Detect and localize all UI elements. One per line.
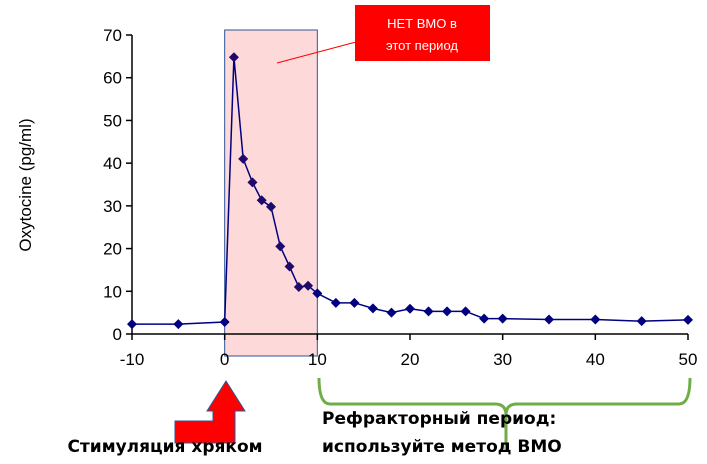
data-point (367, 303, 378, 314)
refractory-bracket (317, 377, 692, 450)
oxytocin-series-line (132, 57, 689, 325)
data-point (479, 313, 490, 324)
y-tick-label: 10 (103, 282, 122, 301)
callout-text-1: НЕТ ВМО в (387, 16, 457, 31)
data-point (460, 306, 471, 317)
stimulation-label: Стимуляция хряком (67, 437, 262, 457)
y-tick-label: 30 (103, 197, 122, 216)
data-point (284, 261, 295, 272)
x-tick-label: 0 (220, 350, 229, 369)
y-tick-label: 20 (103, 240, 122, 259)
x-tick-label: 50 (679, 350, 698, 369)
data-point (173, 319, 184, 330)
callout-text-2: этот период (386, 38, 458, 53)
data-point (238, 153, 249, 164)
callout-box (355, 5, 490, 61)
data-point (275, 241, 286, 252)
y-tick-label: 40 (103, 154, 122, 173)
y-axis-label: Oxytocine (pg/ml) (16, 118, 35, 251)
data-point (497, 313, 508, 324)
no-bmo-period-highlight (224, 29, 318, 357)
refractory-label-1: Рефракторный период: (322, 409, 556, 429)
y-tick-label: 0 (113, 325, 122, 344)
data-point (312, 288, 323, 299)
data-point (405, 303, 415, 314)
data-point (636, 316, 647, 327)
x-tick-label: 10 (308, 350, 327, 369)
y-tick-label: 70 (103, 26, 122, 45)
data-point (266, 201, 276, 212)
data-point (386, 307, 397, 318)
data-point (228, 52, 239, 63)
data-point (219, 317, 230, 328)
y-tick-label: 50 (103, 111, 122, 130)
data-point (303, 280, 314, 291)
data-point (127, 319, 137, 330)
bent-up-arrow-icon (174, 380, 246, 444)
y-tick-label: 60 (103, 69, 122, 88)
x-tick-label: -10 (120, 350, 145, 369)
data-point (349, 297, 360, 308)
data-point (293, 282, 304, 293)
data-point (590, 314, 601, 325)
data-point (256, 195, 267, 206)
callout-pointer (276, 41, 357, 64)
data-point (247, 177, 258, 188)
x-tick-label: 40 (586, 350, 605, 369)
x-tick-label: 20 (401, 350, 420, 369)
data-point (423, 306, 434, 317)
refractory-label-2: используйте метод ВМО (322, 437, 562, 457)
data-point (544, 314, 554, 325)
x-tick-label: 30 (493, 350, 512, 369)
data-point (683, 314, 693, 325)
data-point (442, 306, 453, 317)
data-point (330, 297, 341, 308)
